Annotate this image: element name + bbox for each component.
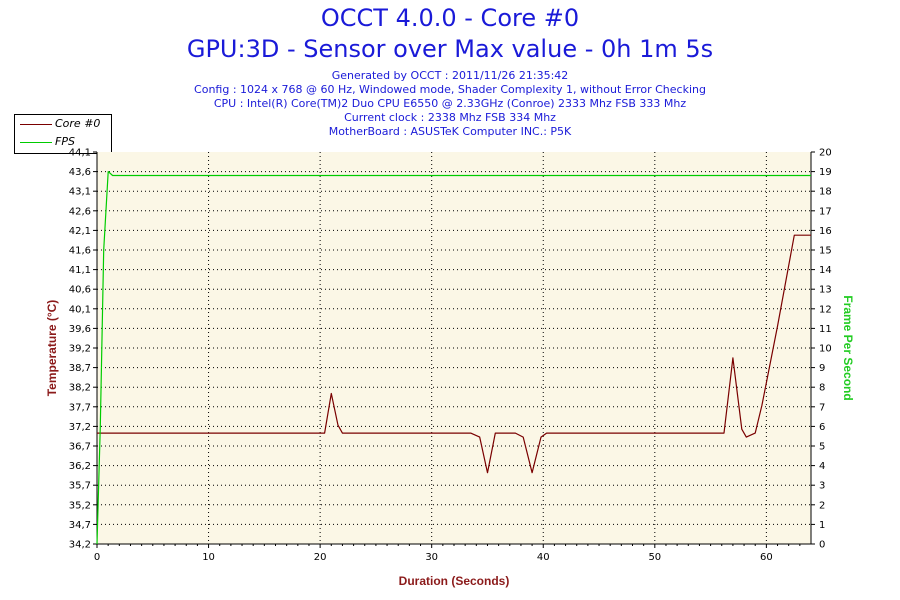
y-tick-label: 37,7: [69, 402, 91, 413]
y2-tick-label: 1: [819, 520, 825, 531]
y2-tick-label: 13: [819, 285, 832, 296]
series-line-fps: [96, 171, 811, 545]
y2-axis-label: Frame Per Second: [841, 295, 855, 400]
y2-tick-label: 5: [819, 442, 825, 453]
y-tick-label: 37,2: [69, 422, 91, 433]
y2-tick-label: 2: [819, 500, 825, 511]
y2-tick-label: 7: [819, 402, 825, 413]
legend-item-fps: FPS: [15, 134, 111, 150]
y-tick-label: 35,7: [69, 481, 91, 492]
y-tick-label: 43,1: [69, 187, 91, 198]
y2-tick-label: 6: [819, 422, 825, 433]
y2-tick-label: 4: [819, 461, 825, 472]
y-tick-label: 41,6: [69, 246, 91, 257]
y2-tick-label: 10: [819, 344, 832, 355]
y-tick-label: 34,7: [69, 520, 91, 531]
y-tick-label: 36,2: [69, 461, 91, 472]
y2-tick-label: 14: [819, 265, 832, 276]
x-tick-label: 30: [425, 552, 438, 563]
legend-item-core: Core #0: [15, 116, 111, 132]
legend-swatch-core: [20, 124, 52, 125]
y-tick-label: 38,7: [69, 363, 91, 374]
chart-title: OCCT 4.0.0 - Core #0: [320, 4, 580, 32]
y2-tick-label: 20: [819, 148, 832, 159]
y-axis-label: Temperature (°C): [45, 300, 59, 397]
y2-tick-label: 17: [819, 206, 832, 217]
series-line-core: [97, 234, 811, 474]
y2-tick-label: 18: [819, 187, 832, 198]
y-tick-label: 39,6: [69, 324, 91, 335]
y-tick-label: 42,6: [69, 206, 91, 217]
chart-subtitle: GPU:3D - Sensor over Max value - 0h 1m 5…: [186, 35, 714, 63]
x-tick-label: 20: [314, 552, 327, 563]
y2-tick-label: 0: [819, 540, 825, 551]
y-tick-label: 39,2: [69, 344, 91, 355]
y-tick-label: 41,1: [69, 265, 91, 276]
info-clock: Current clock : 2338 Mhz FSB 334 Mhz: [344, 111, 556, 124]
y2-tick-label: 9: [819, 363, 825, 374]
y-tick-label: 40,1: [69, 304, 91, 315]
legend-label-fps: FPS: [55, 135, 75, 148]
legend-swatch-fps: [20, 142, 52, 143]
y2-tick-label: 15: [819, 246, 832, 257]
y-tick-label: 35,2: [69, 500, 91, 511]
y-tick-label: 40,6: [69, 285, 91, 296]
y-tick-label: 44,1: [69, 148, 91, 159]
y2-tick-label: 3: [819, 481, 825, 492]
info-cpu: CPU : Intel(R) Core(TM)2 Duo CPU E6550 @…: [213, 97, 687, 110]
x-tick-label: 10: [202, 552, 215, 563]
legend: Core #0 FPS: [14, 114, 112, 154]
x-tick-label: 50: [648, 552, 661, 563]
y-tick-label: 36,7: [69, 442, 91, 453]
info-config: Config : 1024 x 768 @ 60 Hz, Windowed mo…: [194, 83, 706, 96]
y2-tick-label: 19: [819, 167, 832, 178]
info-generated: Generated by OCCT : 2011/11/26 21:35:42: [331, 69, 569, 82]
x-tick-label: 40: [537, 552, 550, 563]
y-tick-label: 34,2: [69, 540, 91, 551]
y-tick-label: 42,1: [69, 226, 91, 237]
x-axis-label: Duration (Seconds): [399, 574, 510, 588]
legend-label-core: Core #0: [55, 117, 101, 130]
info-motherboard: MotherBoard : ASUSTeK Computer INC.: P5K: [328, 125, 572, 138]
y-tick-label: 38,2: [69, 383, 91, 394]
y2-tick-label: 8: [819, 383, 825, 394]
y2-tick-label: 11: [819, 324, 832, 335]
y2-tick-label: 16: [819, 226, 832, 237]
y2-tick-label: 12: [819, 304, 832, 315]
x-tick-label: 0: [94, 552, 100, 563]
y-tick-label: 43,6: [69, 167, 91, 178]
x-tick-label: 60: [760, 552, 773, 563]
